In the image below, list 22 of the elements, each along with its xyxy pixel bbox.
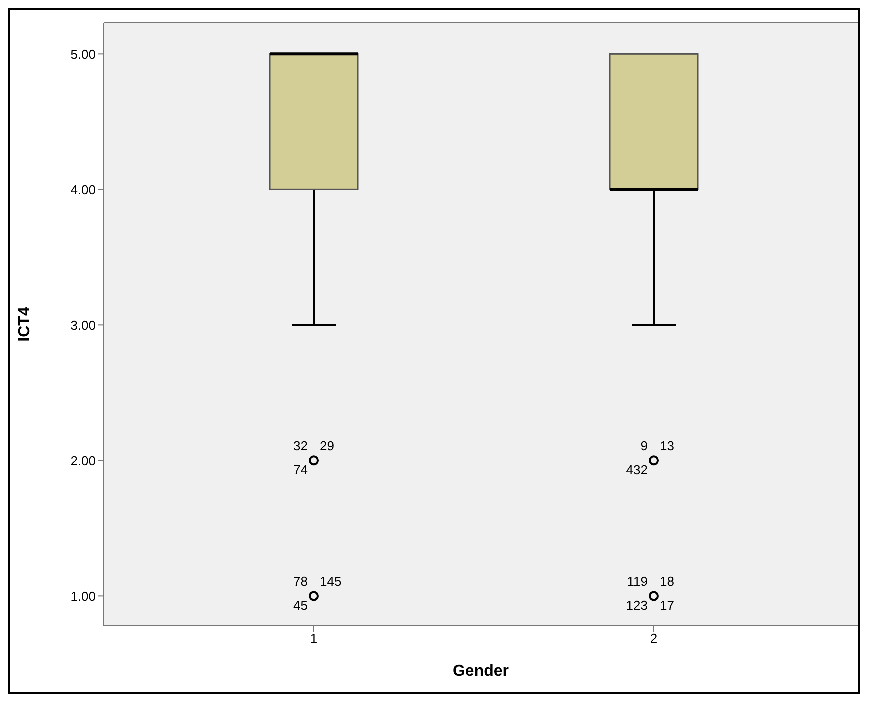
x-axis-title: Gender: [452, 663, 510, 680]
annotation: 432: [626, 462, 648, 478]
y-tick-label: 3.00: [70, 318, 96, 333]
annotation: 74: [294, 462, 308, 478]
y-tick-label: 5.00: [70, 46, 96, 62]
annotation: 29: [320, 438, 334, 454]
annotation: 13: [660, 438, 674, 454]
annotation: 18: [660, 574, 674, 590]
y-tick-label: 1.00: [70, 588, 96, 604]
x-tick-label: 1: [310, 631, 318, 646]
annotation: 45: [294, 598, 308, 614]
annotation: 9: [640, 438, 648, 454]
y-axis-title: ICT4: [16, 307, 34, 342]
annotation: 145: [320, 574, 342, 590]
annotation: 17: [660, 598, 674, 614]
y-tick-label: 2.00: [70, 453, 96, 468]
x-tick-label: 2: [650, 631, 658, 646]
annotation: 32: [294, 438, 308, 454]
annotation: 119: [627, 574, 648, 590]
annotation: 78: [294, 574, 308, 590]
y-tick-label: 4.00: [70, 182, 96, 198]
annotation: 123: [626, 598, 648, 614]
